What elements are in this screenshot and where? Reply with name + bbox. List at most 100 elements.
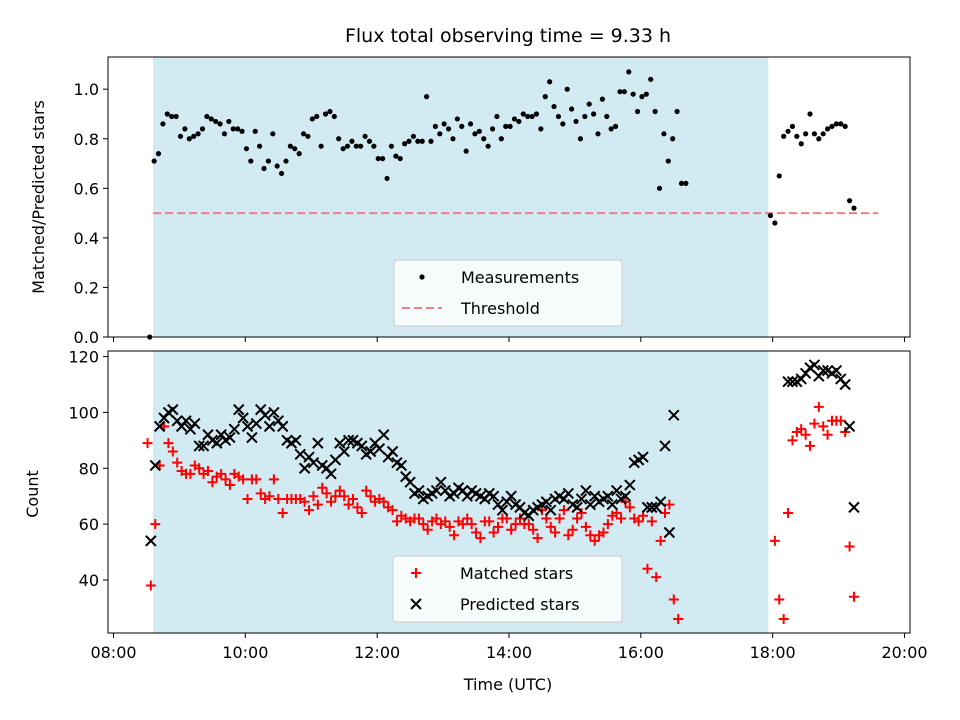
matched-stars-point — [602, 519, 613, 530]
measurement-point — [314, 113, 320, 120]
measurement-point — [555, 113, 562, 120]
matched-stars-point — [796, 424, 807, 435]
matched-stars-point — [660, 507, 671, 518]
measurement-point — [450, 136, 456, 142]
predicted-stars-point — [404, 476, 416, 488]
measurement-point — [204, 113, 210, 120]
measurement-point — [503, 123, 509, 129]
x-tick-label: 20:00 — [881, 643, 927, 662]
matched-stars-point — [532, 533, 543, 544]
measurement-point — [683, 180, 689, 186]
measurement-point — [322, 111, 329, 117]
predicted-stars-point — [211, 437, 223, 449]
y-tick-label: 0.0 — [74, 328, 99, 347]
measurement-point — [432, 123, 438, 129]
predicted-stars-point — [562, 487, 575, 500]
predicted-stars-point — [153, 420, 166, 433]
measurement-point — [375, 155, 381, 162]
measurement-point — [476, 128, 482, 134]
predicted-stars-point — [839, 378, 851, 391]
predicted-stars-point — [364, 445, 377, 458]
predicted-stars-point — [224, 431, 236, 444]
measurement-point — [380, 155, 386, 162]
x-tick-label: 12:00 — [354, 643, 400, 662]
matched-stars-point — [620, 496, 631, 507]
matched-stars-point — [809, 418, 820, 429]
measurement-point — [547, 79, 553, 85]
predicted-stars-point — [602, 490, 614, 502]
measurement-point — [485, 143, 491, 149]
predicted-stars-point — [307, 456, 320, 469]
measurement-point — [191, 133, 197, 139]
matched-stars-point — [646, 516, 657, 527]
matched-stars-point — [642, 563, 653, 574]
matched-stars-point — [783, 507, 794, 518]
measurement-point — [838, 121, 844, 127]
predicted-stars-point — [276, 420, 289, 433]
matched-stars-point — [242, 493, 253, 504]
measurement-point — [767, 212, 774, 219]
matched-stars-point — [558, 505, 569, 516]
legend-label: Threshold — [460, 299, 540, 318]
measurement-point — [213, 118, 219, 125]
y-tick-label: 0.6 — [74, 179, 99, 198]
measurement-point — [829, 123, 835, 129]
matched-stars-point — [391, 516, 402, 527]
measurement-point — [318, 143, 324, 149]
measurement-point — [604, 113, 610, 120]
measurement-point — [402, 141, 408, 147]
matched-stars-point — [616, 513, 627, 524]
matched-stars-point — [466, 519, 477, 530]
measurement-point — [551, 103, 557, 110]
measurements-series — [147, 69, 857, 340]
predicted-stars-point — [571, 501, 583, 514]
measurement-point — [195, 131, 201, 137]
y-tick-label: 0.8 — [74, 130, 99, 149]
measurement-point — [243, 146, 250, 152]
measurement-point — [309, 116, 315, 122]
y-axis-label-ratio: Matched/Predicted stars — [29, 100, 48, 294]
predicted-stars-point — [167, 403, 179, 416]
measurement-point — [590, 111, 597, 117]
predicted-stars-point — [290, 434, 302, 447]
predicted-stars-point — [817, 364, 829, 377]
predicted-stars-point — [237, 412, 249, 424]
measurement-point — [538, 126, 544, 132]
matched-stars-point — [418, 519, 429, 530]
measurement-point — [454, 116, 460, 122]
matched-stars-point — [422, 524, 433, 535]
legend-top: Measurements Threshold — [393, 259, 623, 327]
matched-stars-point — [567, 524, 578, 535]
measurement-point — [406, 138, 412, 144]
measurement-point — [278, 170, 285, 177]
matched-stars-point — [506, 524, 517, 535]
predicted-stars-point — [641, 501, 654, 514]
predicted-stars-point — [386, 445, 399, 458]
predicted-stars-point — [189, 417, 201, 430]
measurement-point — [656, 185, 663, 191]
matched-stars-point — [589, 535, 600, 546]
predicted-stars-point — [259, 409, 271, 421]
legend-marker-predicted — [410, 598, 422, 610]
x-tick-label: 08:00 — [90, 643, 136, 662]
y-axis-label-count: Count — [23, 470, 42, 518]
measurement-point — [569, 106, 575, 112]
matched-stars-point — [343, 499, 354, 510]
predicted-stars-point — [233, 403, 245, 416]
matched-stars-point — [545, 521, 556, 532]
predicted-stars-point — [435, 476, 447, 488]
measurement-point — [336, 136, 342, 142]
measurement-point — [274, 163, 280, 169]
y-tick-label: 60 — [79, 515, 99, 534]
matched-stars-point — [655, 535, 666, 546]
matched-stars-point — [805, 440, 816, 451]
measurement-point — [463, 148, 469, 154]
measurement-point — [349, 138, 355, 144]
measurement-point — [358, 143, 364, 149]
predicted-stars-point — [325, 468, 337, 480]
matched-stars-point — [352, 502, 363, 513]
measurement-point — [670, 136, 676, 142]
measurement-point — [169, 113, 175, 120]
matched-stars-point — [585, 530, 596, 541]
y-tick-label: 0.4 — [74, 229, 99, 248]
